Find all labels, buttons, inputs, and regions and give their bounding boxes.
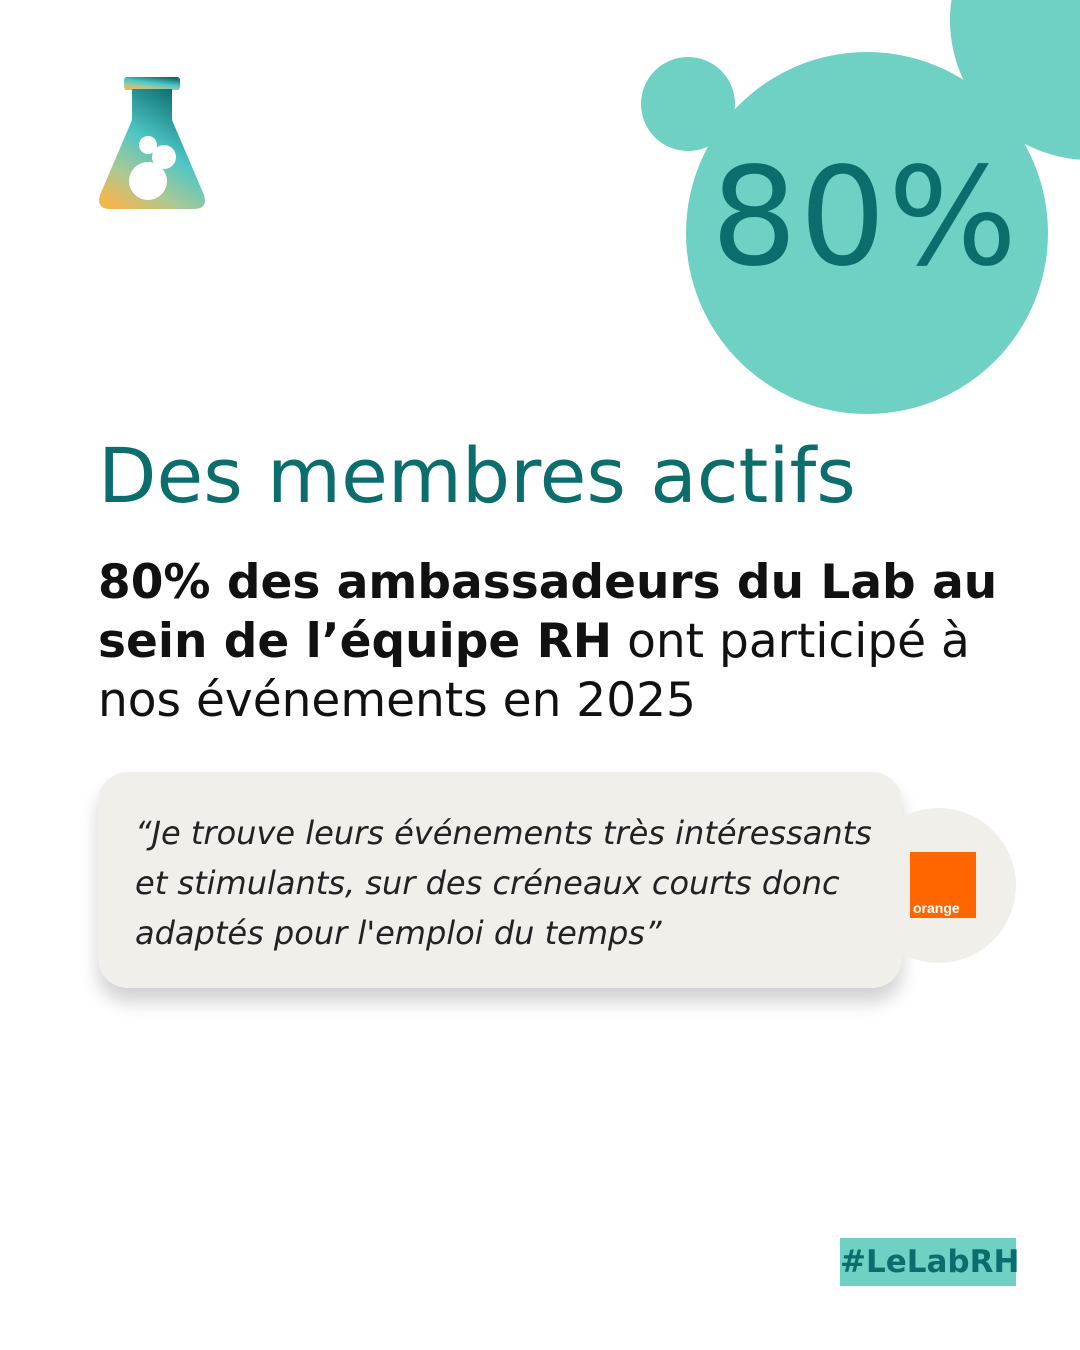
stat-description-regular: ont participé à nos événements en 2025 (98, 614, 970, 728)
testimonial-quote: “Je trouve leurs événements très intéres… (135, 814, 872, 952)
flask-ampersand-icon (96, 75, 208, 217)
hashtag-badge: #LeLabRH (840, 1238, 1019, 1286)
testimonial-card: “Je trouve leurs événements très intéres… (98, 772, 902, 988)
decorative-circle (641, 57, 735, 151)
orange-logo: orange (910, 852, 976, 918)
decorative-circle (949, 0, 1080, 160)
orange-logo-text: orange (913, 900, 960, 916)
page-title: Des membres actifs (98, 431, 856, 520)
stat-value: 80% (710, 139, 1020, 297)
stat-circle (686, 52, 1048, 414)
stat-description: 80% des ambassadeurs du Lab au sein de l… (98, 553, 1058, 730)
stat-description-bold: 80% des ambassadeurs du Lab au sein de l… (98, 555, 998, 669)
